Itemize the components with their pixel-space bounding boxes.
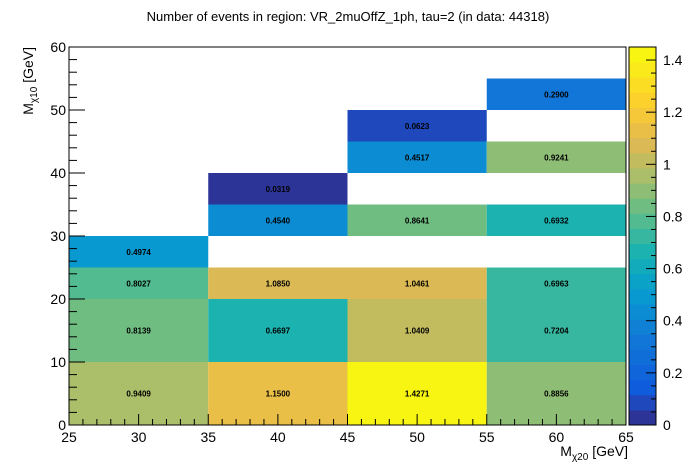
y-tick-label: 30 bbox=[50, 228, 66, 244]
cell-value-label: 1.0850 bbox=[266, 279, 291, 288]
heatmap-cell bbox=[69, 299, 209, 362]
palette-band bbox=[629, 167, 656, 184]
cell-value-label: 0.4517 bbox=[405, 153, 430, 162]
palette-band bbox=[629, 122, 656, 139]
heatmap-cell bbox=[347, 110, 487, 142]
palette-band bbox=[629, 334, 656, 350]
cell-value-label: 0.6932 bbox=[544, 216, 569, 225]
palette-band bbox=[629, 243, 656, 260]
x-tick-label: 35 bbox=[200, 429, 216, 445]
cell-value-label: 0.2900 bbox=[544, 90, 569, 99]
palette-band bbox=[629, 228, 656, 245]
heatmap-cell bbox=[347, 141, 487, 173]
heatmap-cell bbox=[347, 267, 487, 299]
x-tick-label: 45 bbox=[340, 429, 356, 445]
y-tick-label: 20 bbox=[50, 291, 66, 307]
heatmap-cell bbox=[486, 299, 626, 362]
cell-value-label: 0.6697 bbox=[266, 327, 291, 336]
x-tick-label: 25 bbox=[61, 429, 77, 445]
heatmap-cell bbox=[486, 78, 626, 110]
palette-band bbox=[629, 394, 656, 411]
palette-band bbox=[629, 258, 656, 275]
z-axis: 0 0.2 0.4 0.6 0.8 1 1.2 1.4 bbox=[646, 46, 683, 433]
palette-band bbox=[629, 77, 656, 93]
z-tick-label: 0.2 bbox=[663, 365, 683, 381]
heatmap-cell bbox=[347, 204, 487, 236]
cell-value-label: 0.8856 bbox=[544, 390, 569, 399]
palette-band bbox=[629, 198, 656, 214]
z-tick-label: 0.8 bbox=[663, 208, 683, 224]
z-tick-label: 1 bbox=[663, 156, 671, 172]
z-tick-label: 0.4 bbox=[663, 313, 683, 329]
x-axis: 25 30 35 40 45 50 55 60 65 bbox=[61, 414, 634, 445]
y-tick-label: 50 bbox=[50, 102, 66, 118]
z-tick-label: 0.6 bbox=[663, 261, 683, 277]
heatmap-cell bbox=[347, 299, 487, 362]
cell-value-label: 0.9241 bbox=[544, 153, 569, 162]
y-tick-label: 10 bbox=[50, 354, 66, 370]
cell-value-label: 1.0461 bbox=[405, 279, 430, 288]
cell-value-label: 0.4540 bbox=[266, 216, 291, 225]
palette-band bbox=[629, 107, 656, 124]
z-tick-label: 0 bbox=[663, 417, 671, 433]
z-tick-label: 1.4 bbox=[663, 52, 683, 68]
palette-band bbox=[629, 183, 656, 199]
x-tick-label: 30 bbox=[131, 429, 147, 445]
palette-band bbox=[629, 349, 656, 366]
cell-value-labels: 0.9409 0.8139 0.8027 0.4974 1.1500 0.6697 1.08… bbox=[126, 90, 569, 398]
palette-band bbox=[629, 62, 656, 78]
color-palette bbox=[628, 46, 657, 426]
heatmap-cell bbox=[208, 173, 348, 205]
cell-value-label: 0.7204 bbox=[544, 327, 569, 336]
cell-value-label: 0.8641 bbox=[405, 216, 430, 225]
palette-band bbox=[629, 137, 656, 154]
palette-band bbox=[629, 213, 656, 229]
palette-band bbox=[629, 319, 656, 335]
heatmap-cell bbox=[486, 267, 626, 299]
z-tick-label: 1.2 bbox=[663, 104, 683, 120]
heatmap-cell bbox=[208, 204, 348, 236]
cell-value-label: 1.1500 bbox=[266, 390, 291, 399]
heatmap-cell bbox=[486, 204, 626, 236]
heatmap-cell bbox=[69, 236, 209, 268]
cell-value-label: 0.8027 bbox=[126, 279, 151, 288]
palette-band bbox=[629, 273, 656, 290]
palette-frame bbox=[628, 46, 657, 426]
cell-value-label: 0.6963 bbox=[544, 279, 569, 288]
heatmap-cell bbox=[69, 267, 209, 299]
palette-band bbox=[629, 47, 656, 63]
x-tick-label: 40 bbox=[270, 429, 286, 445]
x-tick-label: 60 bbox=[549, 429, 565, 445]
cell-value-label: 0.4974 bbox=[126, 248, 151, 257]
palette-band bbox=[629, 304, 656, 320]
x-tick-label: 55 bbox=[479, 429, 495, 445]
heatmap-cells bbox=[69, 78, 626, 425]
cell-value-label: 0.9409 bbox=[126, 390, 151, 399]
palette-band bbox=[629, 92, 656, 108]
heatmap-cell bbox=[208, 299, 348, 362]
x-tick-label: 65 bbox=[618, 429, 634, 445]
y-tick-label: 0 bbox=[58, 417, 66, 433]
heatmap-cell bbox=[486, 141, 626, 173]
y-tick-label: 40 bbox=[50, 165, 66, 181]
palette-band bbox=[629, 379, 656, 396]
palette-band bbox=[629, 364, 656, 381]
y-axis-title: Mχ10 [GeV] bbox=[20, 47, 40, 115]
y-tick-label: 60 bbox=[50, 39, 66, 55]
palette-band bbox=[629, 152, 656, 169]
palette-band bbox=[629, 288, 656, 305]
palette-band bbox=[629, 409, 656, 426]
cell-value-label: 1.4271 bbox=[405, 390, 430, 399]
cell-value-label: 0.0319 bbox=[266, 185, 291, 194]
cell-value-label: 1.0409 bbox=[405, 327, 430, 336]
x-tick-label: 50 bbox=[409, 429, 425, 445]
x-axis-title: Mχ20 [GeV] bbox=[560, 443, 628, 463]
cell-value-label: 0.8139 bbox=[126, 327, 151, 336]
cell-value-label: 0.0623 bbox=[405, 122, 430, 131]
y-axis: 0 10 20 30 40 50 60 bbox=[50, 39, 85, 433]
chart-title: Number of events in region: VR_2muOffZ_1… bbox=[147, 9, 550, 24]
heatmap-cell bbox=[208, 267, 348, 299]
